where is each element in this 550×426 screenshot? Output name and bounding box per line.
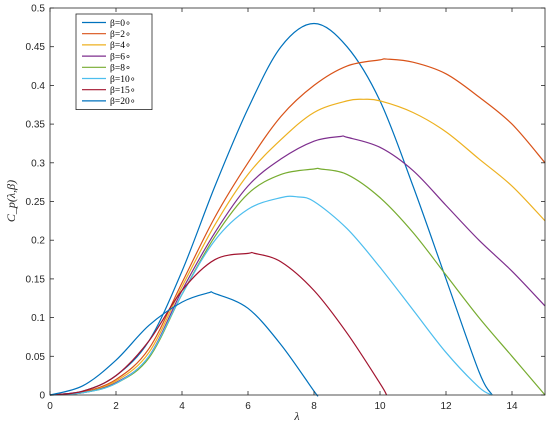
legend-label: β=2∘ <box>110 30 131 40</box>
y-tick-label: 0.2 <box>31 236 45 247</box>
data-curves <box>49 22 546 397</box>
y-tick-label: 0.45 <box>26 42 46 53</box>
x-tick-label: 14 <box>506 401 518 412</box>
axis-ticks: 0 2 4 6 8 10 12 14 0 0.05 0.1 0.15 0.2 0.25 0.3 0.35 0.4… <box>26 4 545 412</box>
x-axis-label: λ <box>293 409 299 423</box>
y-tick-label: 0.25 <box>26 197 46 208</box>
x-tick-label: 12 <box>440 401 452 412</box>
y-tick-label: 0.05 <box>26 352 46 363</box>
legend-label: β=10∘ <box>110 75 136 85</box>
series-line-6 <box>49 251 388 396</box>
series-line-5 <box>49 195 493 396</box>
series-line-4 <box>49 167 546 396</box>
legend-label: β=20∘ <box>110 97 136 107</box>
x-tick-label: 2 <box>113 401 119 412</box>
legend-label: β=4∘ <box>110 41 131 51</box>
y-tick-label: 0.4 <box>31 81 45 92</box>
series-line-0 <box>49 22 493 396</box>
legend-box <box>75 13 153 110</box>
x-tick-label: 10 <box>374 401 386 412</box>
y-tick-label: 0.3 <box>31 158 45 169</box>
legend-label: β=15∘ <box>110 86 136 96</box>
legend-label: β=6∘ <box>110 52 131 62</box>
legend-label: β=8∘ <box>110 64 131 74</box>
y-tick-label: 0.5 <box>31 4 45 15</box>
plot-frame <box>49 7 546 396</box>
x-tick-label: 4 <box>179 401 185 412</box>
y-tick-label: 0.15 <box>26 274 46 285</box>
series-line-1 <box>49 58 546 396</box>
legend-label: β=0∘ <box>110 19 131 29</box>
y-tick-label: 0 <box>39 391 45 402</box>
legend: β=0∘β=2∘β=4∘β=6∘ β=8∘β=10∘β=15∘β=20∘ <box>75 13 153 110</box>
series-line-7 <box>49 291 319 397</box>
x-tick-label: 6 <box>245 401 251 412</box>
y-tick-label: 0.1 <box>31 313 45 324</box>
x-tick-label: 8 <box>311 401 317 412</box>
series-line-2 <box>49 98 546 396</box>
y-axis-label: C_p(λ,β) <box>4 180 18 222</box>
y-tick-label: 0.35 <box>26 120 46 131</box>
x-tick-label: 0 <box>47 401 53 412</box>
